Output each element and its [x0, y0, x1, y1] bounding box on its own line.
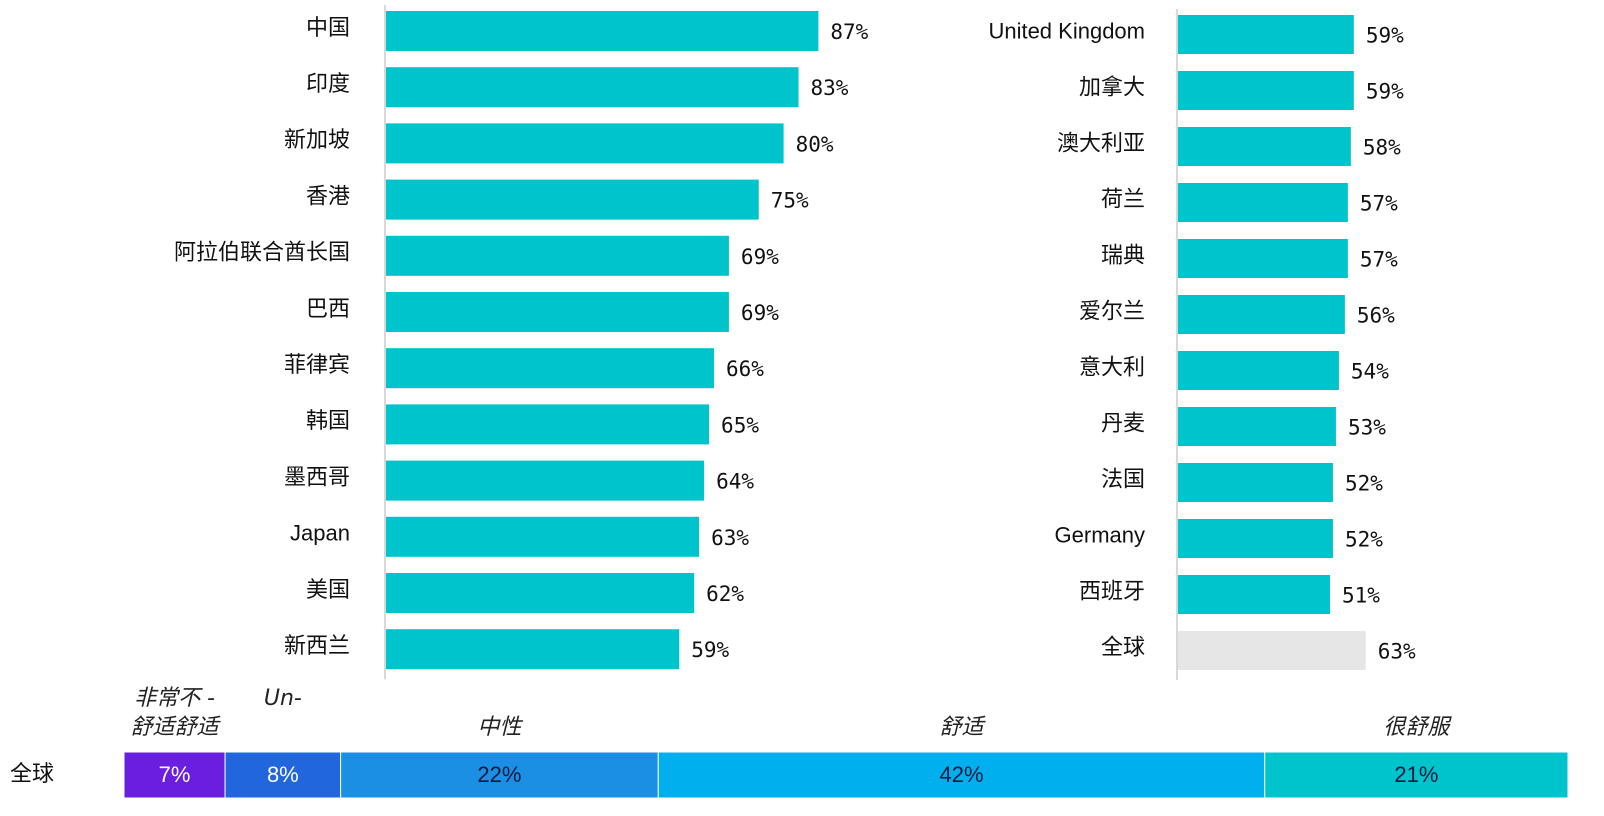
- value-label: 59%: [1366, 24, 1404, 48]
- value-label: 56%: [1357, 304, 1395, 328]
- bar: [386, 67, 799, 108]
- category-label: 澳大利亚: [1057, 130, 1145, 155]
- bar: [1178, 71, 1354, 110]
- legend-line: 中性: [477, 715, 523, 740]
- value-label: 51%: [1342, 584, 1380, 608]
- bar: [1178, 575, 1330, 614]
- value-label: 52%: [1345, 472, 1383, 496]
- category-label: 美国: [306, 577, 350, 602]
- legend-label: 很舒服: [1383, 715, 1452, 740]
- legend-line: 非常不 -: [134, 686, 215, 711]
- value-label: 8%: [267, 762, 299, 787]
- legend-line: 很舒服: [1383, 715, 1452, 740]
- category-label: 中国: [306, 15, 350, 40]
- category-label: 香港: [306, 183, 350, 208]
- category-label: 瑞典: [1101, 242, 1145, 267]
- legend-line: Un-: [264, 686, 302, 711]
- category-label: 新西兰: [284, 633, 350, 658]
- value-label: 69%: [741, 245, 779, 269]
- value-label: 54%: [1351, 360, 1389, 384]
- bar: [1178, 183, 1348, 222]
- bar: [386, 516, 700, 557]
- bar: [386, 235, 729, 276]
- bar: [386, 292, 729, 332]
- category-label: Germany: [1055, 522, 1145, 547]
- legend-label: 非常不 - 舒适舒适: [131, 686, 222, 740]
- category-label: 韩国: [306, 408, 350, 433]
- segment: [657, 751, 1266, 799]
- value-label: 63%: [1378, 640, 1416, 664]
- value-label: 42%: [939, 762, 983, 787]
- category-label: 菲律宾: [284, 352, 350, 377]
- legend-label: 中性: [477, 715, 523, 740]
- value-label: 62%: [706, 582, 744, 606]
- category-label: 新加坡: [284, 127, 350, 152]
- value-label: 58%: [1363, 136, 1401, 160]
- bar: [1178, 127, 1351, 166]
- category-label: 加拿大: [1079, 74, 1145, 99]
- value-label: 57%: [1360, 248, 1398, 272]
- category-label: 墨西哥: [284, 464, 350, 489]
- category-label: 法国: [1101, 466, 1145, 491]
- bar: [1178, 407, 1336, 446]
- value-label: 80%: [796, 132, 834, 156]
- value-label: 53%: [1348, 416, 1386, 440]
- legend-label: 舒适: [940, 715, 987, 740]
- value-label: 59%: [691, 638, 729, 662]
- category-label: 全球: [1101, 634, 1145, 659]
- bar: [386, 179, 759, 220]
- bar: [386, 404, 710, 445]
- value-label: 87%: [830, 20, 868, 44]
- bar: [386, 629, 680, 670]
- bar: [386, 123, 784, 164]
- segment: [1264, 751, 1569, 799]
- value-label: 63%: [711, 526, 749, 550]
- bar: [386, 11, 819, 51]
- value-label: 22%: [477, 762, 521, 787]
- legend-line: 舒适舒适: [131, 715, 222, 740]
- bar: [1178, 519, 1333, 558]
- category-label: 丹麦: [1101, 410, 1145, 435]
- bar: [1178, 15, 1354, 54]
- value-label: 52%: [1345, 528, 1383, 552]
- bar: [1178, 631, 1366, 670]
- bar: [386, 573, 695, 613]
- value-label: 83%: [811, 76, 849, 100]
- bar: [1178, 463, 1333, 502]
- bar: [1178, 351, 1339, 390]
- category-label: 阿拉伯联合酋长国: [174, 240, 350, 265]
- bar: [386, 348, 715, 389]
- category-label: 全球: [10, 761, 54, 786]
- value-label: 57%: [1360, 192, 1398, 216]
- value-label: 64%: [716, 470, 754, 494]
- category-label: 意大利: [1079, 354, 1145, 379]
- value-label: 59%: [1366, 80, 1404, 104]
- category-label: 印度: [306, 71, 350, 96]
- value-label: 66%: [726, 357, 764, 381]
- value-label: 69%: [741, 301, 779, 325]
- value-label: 65%: [721, 413, 759, 437]
- legend-line: 舒适: [940, 715, 987, 740]
- segment: [224, 751, 342, 799]
- category-label: 爱尔兰: [1079, 298, 1145, 323]
- value-label: 75%: [771, 189, 809, 213]
- category-label: 荷兰: [1101, 186, 1145, 211]
- bar: [1178, 295, 1345, 334]
- segment: [123, 751, 226, 799]
- bar: [386, 460, 705, 501]
- category-label: Japan: [290, 521, 350, 546]
- legend-label: Un-: [264, 686, 302, 711]
- category-label: United Kingdom: [988, 18, 1145, 43]
- segment: [340, 751, 659, 799]
- category-label: 西班牙: [1079, 578, 1145, 603]
- value-label: 7%: [159, 762, 191, 787]
- bar: [1178, 239, 1348, 278]
- category-label: 巴西: [306, 296, 350, 321]
- value-label: 21%: [1394, 762, 1438, 787]
